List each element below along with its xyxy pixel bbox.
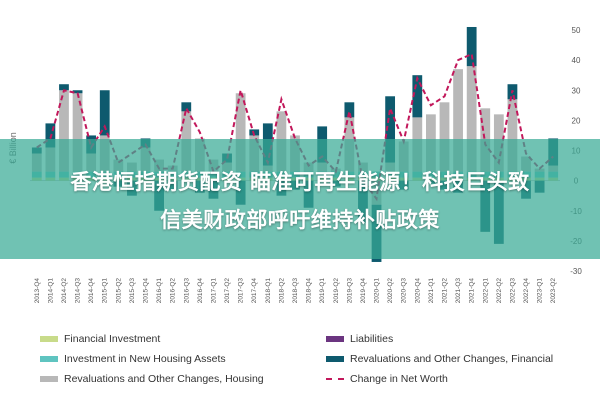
x-tick-label: 2022-Q4 <box>523 278 530 304</box>
x-tick-label: 2014-Q4 <box>88 278 95 304</box>
x-axis-ticks: 2013-Q4 2014-Q1 2014-Q2 2014-Q3 2014-Q4 2015-… <box>34 278 557 304</box>
x-tick-label: 2023-Q2 <box>550 278 557 304</box>
bar-revaluations-and-other-changes-housing <box>507 99 518 172</box>
bar-revaluations-and-other-changes-financial <box>99 90 110 136</box>
x-tick-label: 2014-Q3 <box>75 278 82 304</box>
bar-revaluations-and-other-changes-housing <box>466 66 477 172</box>
legend-label: Change in Net Worth <box>350 373 448 385</box>
bar-revaluations-and-other-changes-financial <box>181 102 192 112</box>
x-tick-label: 2019-Q2 <box>333 278 340 304</box>
bar-revaluations-and-other-changes-housing <box>439 102 450 172</box>
bar-revaluations-and-other-changes-financial <box>344 102 355 118</box>
legend-label: Investment in New Housing Assets <box>64 353 226 365</box>
x-tick-label: 2015-Q2 <box>115 278 122 304</box>
x-tick-label: 2016-Q3 <box>183 278 190 304</box>
x-tick-label: 2022-Q3 <box>509 278 516 304</box>
x-tick-label: 2022-Q1 <box>482 278 489 304</box>
x-tick-label: 2017-Q3 <box>238 278 245 304</box>
x-tick-label: 2019-Q3 <box>346 278 353 304</box>
legend-swatch <box>40 356 58 362</box>
x-tick-label: 2020-Q1 <box>374 278 381 304</box>
x-tick-label: 2014-Q1 <box>47 278 54 304</box>
y-tick-label: 40 <box>572 56 581 65</box>
bar-revaluations-and-other-changes-financial <box>59 84 69 91</box>
x-tick-label: 2018-Q2 <box>278 278 285 304</box>
legend-item-financial-investment: Financial Investment <box>40 333 160 345</box>
bar-revaluations-and-other-changes-housing <box>235 93 246 172</box>
x-tick-label: 2016-Q4 <box>197 278 204 304</box>
x-tick-label: 2019-Q1 <box>319 278 326 304</box>
x-tick-label: 2015-Q1 <box>102 278 109 304</box>
legend-item-liabilities: Liabilities <box>326 333 393 345</box>
x-tick-label: 2017-Q1 <box>210 278 217 304</box>
x-tick-label: 2018-Q1 <box>265 278 272 304</box>
legend-swatch <box>40 376 58 382</box>
legend-label: Revaluations and Other Changes, Housing <box>64 373 264 385</box>
y-tick-label: 50 <box>572 26 581 35</box>
x-tick-label: 2017-Q4 <box>251 278 258 304</box>
x-tick-label: 2021-Q4 <box>469 278 476 304</box>
series-line-change-in-net-worth <box>36 52 554 202</box>
x-tick-label: 2018-Q3 <box>292 278 299 304</box>
x-tick-label: 2020-Q2 <box>387 278 394 304</box>
x-tick-label: 2020-Q4 <box>414 278 421 304</box>
overlay-headline-line-1: 香港恒指期货配资 瞄准可再生能源！科技巨头致 <box>70 170 530 194</box>
x-tick-label: 2015-Q4 <box>143 278 150 304</box>
x-tick-label: 2018-Q4 <box>306 278 313 304</box>
bar-revaluations-and-other-changes-financial <box>412 75 423 118</box>
bar-revaluations-and-other-changes-financial <box>466 26 477 67</box>
legend-swatch <box>326 378 344 380</box>
legend-swatch <box>326 336 344 342</box>
legend-label: Liabilities <box>350 333 394 345</box>
x-tick-label: 2019-Q4 <box>360 278 367 304</box>
legend-item-revaluations-housing: Revaluations and Other Changes, Housing <box>40 373 264 385</box>
bar-revaluations-and-other-changes-housing <box>59 90 69 172</box>
x-tick-label: 2016-Q1 <box>156 278 163 304</box>
legend-label: Financial Investment <box>64 333 161 345</box>
bar-revaluations-and-other-changes-housing <box>72 93 83 172</box>
legend-swatch <box>326 356 344 362</box>
legend-label: Revaluations and Other Changes, Financia… <box>350 353 554 365</box>
bar-revaluations-and-other-changes-housing <box>453 69 463 172</box>
legend-item-investment-new-housing: Investment in New Housing Assets <box>40 353 226 365</box>
overlay-banner <box>0 139 600 259</box>
legend-item-change-in-net-worth: Change in Net Worth <box>326 373 448 385</box>
legend-item-revaluations-financial: Revaluations and Other Changes, Financia… <box>326 353 553 365</box>
x-tick-label: 2022-Q2 <box>496 278 503 304</box>
overlay-headline-line-2: 信美财政部呼吁维持补贴政策 <box>160 208 440 232</box>
x-tick-label: 2023-Q1 <box>537 278 544 304</box>
x-tick-label: 2020-Q3 <box>401 278 408 304</box>
bar-revaluations-and-other-changes-financial <box>385 96 396 163</box>
y-tick-label: 20 <box>572 116 581 125</box>
x-tick-label: 2017-Q2 <box>224 278 231 304</box>
x-tick-label: 2015-Q3 <box>129 278 136 304</box>
y-tick-label: 30 <box>572 86 581 95</box>
y-tick-label: -30 <box>570 267 582 276</box>
x-tick-label: 2014-Q2 <box>61 278 68 304</box>
x-tick-label: 2021-Q3 <box>455 278 462 304</box>
legend-swatch <box>40 336 58 342</box>
legend: Financial Investment Investment in New H… <box>40 333 580 393</box>
x-tick-label: 2016-Q2 <box>170 278 177 304</box>
bar-revaluations-and-other-changes-financial <box>72 90 83 94</box>
x-tick-label: 2013-Q4 <box>34 278 41 304</box>
x-tick-label: 2021-Q1 <box>428 278 435 304</box>
x-tick-label: 2021-Q2 <box>441 278 448 304</box>
